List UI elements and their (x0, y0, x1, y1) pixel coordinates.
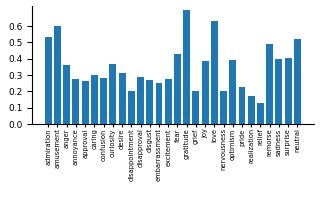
Bar (156, 83, 163, 124)
Bar (91, 75, 98, 124)
Bar (220, 91, 227, 124)
Bar (202, 61, 209, 124)
Bar (211, 21, 218, 124)
Bar (294, 39, 301, 124)
Bar (146, 80, 153, 124)
Bar (63, 65, 70, 124)
Bar (54, 26, 61, 124)
Bar (276, 59, 282, 124)
Bar (109, 64, 116, 124)
Bar (238, 87, 245, 124)
Bar (100, 77, 107, 124)
Bar (72, 79, 79, 124)
Bar (128, 91, 135, 124)
Bar (174, 54, 181, 124)
Bar (229, 60, 236, 124)
Bar (82, 81, 89, 124)
Bar (183, 10, 190, 124)
Bar (192, 91, 199, 124)
Bar (119, 73, 125, 124)
Bar (285, 58, 292, 124)
Bar (137, 77, 144, 124)
Bar (266, 44, 273, 124)
Bar (257, 103, 264, 124)
Bar (45, 37, 52, 124)
Bar (248, 95, 255, 124)
Bar (165, 79, 172, 124)
